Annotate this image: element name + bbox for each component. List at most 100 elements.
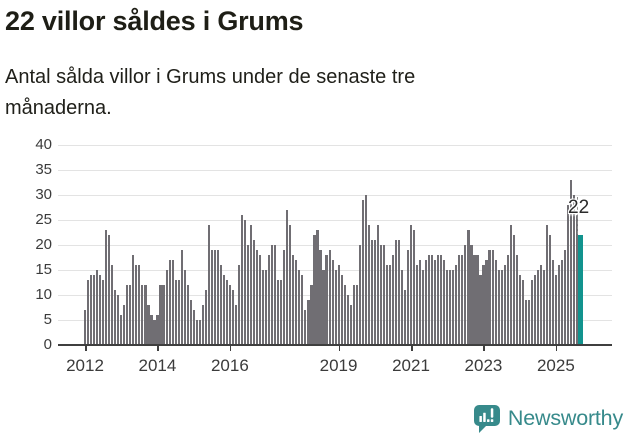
- bar: [201, 305, 204, 345]
- bar: [271, 245, 274, 345]
- bar: [376, 225, 379, 345]
- bar: [93, 275, 96, 345]
- bar: [352, 285, 355, 345]
- bar: [262, 270, 265, 345]
- bar: [289, 225, 292, 345]
- bar: [298, 270, 301, 345]
- bar: [573, 195, 576, 345]
- brand-wordmark: Newsworthy: [507, 405, 623, 430]
- bar: [569, 180, 573, 345]
- bar: [443, 260, 446, 345]
- gridline: [58, 145, 612, 146]
- bar: [367, 225, 370, 345]
- bar: [370, 240, 373, 345]
- bar: [198, 320, 201, 345]
- gridline: [58, 220, 612, 221]
- bar: [265, 270, 268, 345]
- y-axis-label: 25: [35, 211, 52, 228]
- bar: [349, 305, 352, 345]
- x-axis-tick: [483, 346, 486, 352]
- bar: [228, 285, 232, 345]
- bar: [126, 285, 129, 345]
- bar: [316, 230, 319, 345]
- bar: [207, 225, 210, 345]
- bar: [440, 255, 443, 345]
- bar: [533, 275, 536, 345]
- x-axis-label: 2025: [536, 356, 575, 375]
- bar: [325, 255, 328, 345]
- bar: [545, 225, 548, 345]
- x-axis-tick: [411, 346, 413, 352]
- bar: [171, 260, 174, 345]
- bar: [243, 220, 247, 345]
- bar: [425, 260, 428, 345]
- bar: [210, 250, 213, 345]
- bar: [144, 285, 147, 345]
- bar: [129, 285, 132, 345]
- bar: [159, 285, 162, 345]
- bar: [328, 250, 331, 345]
- bar: [322, 270, 325, 345]
- bar: [461, 255, 464, 345]
- bar: [476, 255, 479, 345]
- bar: [446, 270, 449, 345]
- bar: [413, 230, 416, 345]
- bar: [283, 250, 286, 345]
- bar: [512, 235, 515, 345]
- bar: [576, 215, 579, 345]
- bar: [204, 290, 207, 345]
- y-axis-label: 35: [35, 161, 52, 178]
- bar: [391, 255, 395, 345]
- bar: [186, 285, 189, 345]
- bar: [382, 245, 385, 345]
- page-subtitle: Antal sålda villor i Grums under de sena…: [5, 66, 416, 119]
- bar: [192, 310, 195, 345]
- bar: [473, 255, 476, 345]
- bar: [150, 315, 153, 345]
- bar: [346, 295, 349, 345]
- bar: [168, 260, 171, 345]
- bar: [138, 265, 141, 345]
- bar: [102, 280, 105, 345]
- bar: [406, 250, 410, 345]
- gridline: [58, 170, 612, 171]
- bar: [268, 255, 271, 345]
- bar: [87, 280, 90, 345]
- bar: [96, 270, 99, 345]
- bar: [195, 320, 198, 345]
- bar: [180, 250, 183, 345]
- annotation-value-label: 22: [568, 197, 590, 218]
- bar: [452, 270, 455, 345]
- y-axis-label: 40: [35, 136, 52, 153]
- bar: [307, 300, 310, 345]
- x-axis-tick: [157, 346, 160, 352]
- bar: [521, 280, 524, 345]
- bar: [373, 240, 376, 345]
- bar: [500, 270, 503, 345]
- bar: [494, 260, 497, 345]
- bar: [304, 310, 307, 345]
- x-axis-label: 2021: [392, 356, 430, 375]
- bar: [117, 295, 120, 345]
- gridline: [58, 195, 612, 196]
- newsworthy-speech-bubble-bars-icon: [472, 403, 502, 434]
- bar: [114, 290, 117, 345]
- bar: [458, 255, 461, 345]
- bar: [385, 265, 388, 345]
- bar: [334, 270, 337, 345]
- bar: [237, 265, 241, 345]
- bar: [340, 275, 343, 345]
- bar: [213, 250, 216, 345]
- bar: [259, 255, 262, 345]
- bar: [337, 265, 340, 345]
- bar: [428, 255, 431, 345]
- page-title: 22 villor såldes i Grums: [5, 6, 304, 36]
- bar: [292, 255, 295, 345]
- bar: [256, 250, 259, 345]
- bar: [536, 270, 539, 345]
- bar: [551, 260, 555, 345]
- bar: [132, 255, 135, 345]
- x-axis-label: 2016: [210, 356, 249, 375]
- x-axis-label: 2023: [464, 356, 503, 375]
